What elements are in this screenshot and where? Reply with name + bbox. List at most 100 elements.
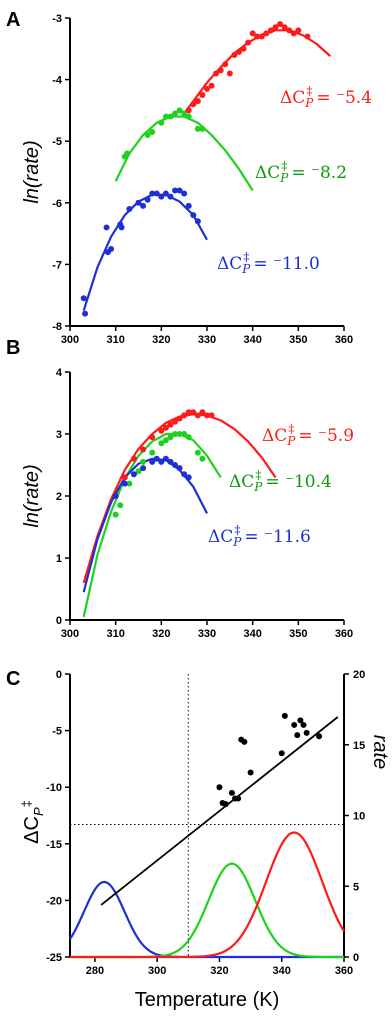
panel-c-right-tick-label: 15 xyxy=(353,740,365,752)
panel-c-left-tick-label: -10 xyxy=(46,782,62,794)
panel-b-data-point xyxy=(149,449,156,456)
panel-b-data-point xyxy=(190,409,197,416)
panel-a-data-point xyxy=(172,110,179,117)
panel-c-rate-curve-0 xyxy=(69,880,344,959)
panel-b-data-point xyxy=(185,474,192,481)
panel-b-data-point xyxy=(126,480,133,487)
svg-text:ΔCP‡= ⁻10.4: ΔCP‡ = ⁻10.4 xyxy=(229,468,332,494)
panel-c-left-tick-label: -5 xyxy=(52,726,62,738)
panel-c-left-tick-label: -20 xyxy=(46,895,62,907)
panel-c-data-point xyxy=(278,750,285,757)
panel-a-y-tick-label: -8 xyxy=(52,321,62,333)
panel-a-data-point xyxy=(190,101,197,108)
panel-c-left-tick-label: 0 xyxy=(56,669,62,681)
panel-b-annotation-green: ΔCP‡ = ⁻10.4 xyxy=(229,468,332,494)
panel-a-data-point xyxy=(208,82,215,89)
panel-b-y-tick-label: 1 xyxy=(56,553,62,565)
panel-b-data-point xyxy=(140,446,147,453)
panel-c-x-axis-title: Temperature (K) xyxy=(135,989,280,1011)
panel-a-data-point xyxy=(149,128,156,135)
panel-a-data-point xyxy=(118,224,125,231)
panel-a-data-point xyxy=(176,107,183,114)
panel-c-data-point xyxy=(247,769,254,776)
panel-b-data-point xyxy=(181,471,188,478)
panel-b-data-point xyxy=(204,412,210,419)
panel-c-data-point xyxy=(228,789,235,796)
panel-a-x-tick-label: 350 xyxy=(289,334,307,346)
panel-c-left-axis-title: ΔCP‡ xyxy=(19,800,46,844)
panel-b-data-point xyxy=(176,431,183,437)
panel-a-data-point xyxy=(254,33,261,40)
panel-c-data-point xyxy=(235,795,242,802)
svg-text:ΔCP‡= ⁻8.2: ΔCP‡ = ⁻8.2 xyxy=(255,159,347,185)
panel-c-x-tick-label: 360 xyxy=(335,965,353,977)
svg-text:ΔCP‡= ⁻11.6: ΔCP‡ = ⁻11.6 xyxy=(208,523,311,549)
panel-a-data-point xyxy=(153,190,160,197)
panel-c-x-tick-label: 340 xyxy=(273,965,291,977)
panel-b-data-point xyxy=(117,502,124,509)
panel-a-annotation-green: ΔCP‡ = ⁻8.2 xyxy=(255,159,347,185)
panel-b-data-point xyxy=(167,434,174,441)
panel-b-annotation-blue: ΔCP‡ = ⁻11.6 xyxy=(208,523,311,549)
panel-a-data-point xyxy=(217,67,224,74)
panel-a-y-tick-label: -3 xyxy=(52,13,62,25)
panel-a-data-point xyxy=(222,61,229,68)
panel-a-data-point xyxy=(267,27,274,34)
panel-a-data-point xyxy=(281,24,288,31)
panel-a-data-point xyxy=(181,190,188,197)
panel-a-data-point xyxy=(277,21,284,28)
panel-a-data-point xyxy=(194,218,201,225)
panel-a-data-point xyxy=(80,295,87,302)
panel-b-data-point xyxy=(112,511,119,518)
panel-b-data-point xyxy=(172,431,179,437)
panel-a-data-point xyxy=(286,27,293,34)
panel-c-right-axis-title: rate xyxy=(369,735,391,769)
panel-a-data-point xyxy=(162,113,169,120)
panel-a-data-point xyxy=(263,30,270,37)
panel-b-data-point xyxy=(167,421,174,428)
panel-a-data-point xyxy=(140,202,147,209)
panel-b-x-tick-label: 310 xyxy=(106,628,124,640)
panel-b-data-point xyxy=(135,468,142,475)
panel-b-data-point xyxy=(121,474,128,481)
panel-c-rate-curve-2 xyxy=(70,831,345,959)
panel-b-x-tick-label: 350 xyxy=(289,628,307,640)
panel-a-annotation-red: ΔCP‡ = ⁻5.4 xyxy=(280,84,372,110)
panel-a-data-point xyxy=(144,132,151,139)
panel-b-x-tick-label: 330 xyxy=(198,628,216,640)
panel-c-right-tick-label: 10 xyxy=(353,811,365,823)
panel-c-data-point xyxy=(241,738,248,745)
panel-b-fit-curve-1 xyxy=(82,432,222,618)
panel-a-x-tick-label: 330 xyxy=(198,334,216,346)
panel-label-b: B xyxy=(6,337,20,359)
panel-a-data-point xyxy=(240,45,247,52)
panel-b-data-point xyxy=(194,449,201,456)
panel-a-data-point xyxy=(231,51,238,58)
panel-c-right-tick-label: 0 xyxy=(353,952,359,964)
svg-text:ΔCP‡= ⁻11.0: ΔCP‡ = ⁻11.0 xyxy=(217,250,320,276)
panel-b-data-point xyxy=(176,415,183,422)
panel-b-data-point xyxy=(172,418,179,425)
panel-a-data-point xyxy=(199,125,206,132)
panel-b-data-point xyxy=(140,458,147,465)
panel-b-data-point xyxy=(158,458,165,465)
panel-a-x-tick-label: 300 xyxy=(61,334,79,346)
panel-a-data-point xyxy=(194,98,201,105)
panel-b-data-point xyxy=(149,458,156,465)
panel-c-x-tick-label: 320 xyxy=(210,965,228,977)
panel-a-data-point xyxy=(167,113,174,120)
panel-a-data-point xyxy=(176,187,183,194)
panel-a-data-point xyxy=(272,24,279,31)
panel-a-data-point xyxy=(204,85,210,92)
panel-c-x-tick-label: 280 xyxy=(86,965,104,977)
panel-a-data-point xyxy=(82,310,89,317)
panel-a-y-tick-label: -6 xyxy=(52,198,62,210)
panel-a-data-point xyxy=(124,150,131,157)
panel-b-x-tick-label: 360 xyxy=(335,628,353,640)
panel-c-rate-curve-1 xyxy=(70,862,345,959)
panel-a-x-tick-label: 320 xyxy=(152,334,170,346)
panel-a-y-tick-label: -5 xyxy=(52,136,62,148)
panel-b-y-tick-label: 0 xyxy=(56,615,62,627)
panel-c-left-tick-label: -25 xyxy=(46,952,62,964)
